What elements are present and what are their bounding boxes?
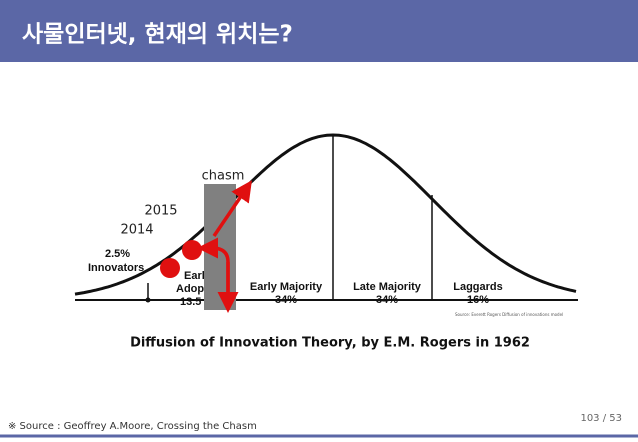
segment-percent: 34% bbox=[376, 294, 398, 306]
segment-percent: 2.5% bbox=[105, 248, 130, 260]
annotation: 2015 bbox=[144, 204, 177, 219]
footer-source: ※ Source : Geoffrey A.Moore, Crossing th… bbox=[8, 421, 257, 432]
segment-percent: 13.5 bbox=[180, 296, 201, 308]
header-bar bbox=[0, 0, 638, 62]
segment-label: Laggards bbox=[453, 281, 503, 293]
segment-label: Adopt bbox=[176, 283, 208, 295]
marker-2015 bbox=[182, 240, 202, 260]
segment-label: Late Majority bbox=[353, 281, 422, 293]
segment-label: Innovators bbox=[88, 262, 144, 274]
arrow bbox=[197, 237, 230, 304]
annotation: chasm bbox=[202, 169, 245, 184]
caption: Diffusion of Innovation Theory, by E.M. … bbox=[130, 336, 530, 351]
segment-percent: 34% bbox=[275, 294, 297, 306]
segment-percent: 16% bbox=[467, 294, 489, 306]
source-note: Source: Everett Rogers Diffusion of inno… bbox=[455, 312, 563, 317]
dot bbox=[145, 297, 151, 303]
page-number: 103 / 53 bbox=[580, 413, 622, 424]
annotation: 2014 bbox=[120, 223, 153, 238]
bell-curve bbox=[74, 133, 577, 296]
segment-label: Early Majority bbox=[250, 281, 323, 293]
title: 사물인터넷, 현재의 위치는? bbox=[22, 22, 293, 48]
segment-label: Earl bbox=[184, 270, 205, 282]
arrow bbox=[212, 180, 252, 237]
marker-2014 bbox=[160, 258, 180, 278]
